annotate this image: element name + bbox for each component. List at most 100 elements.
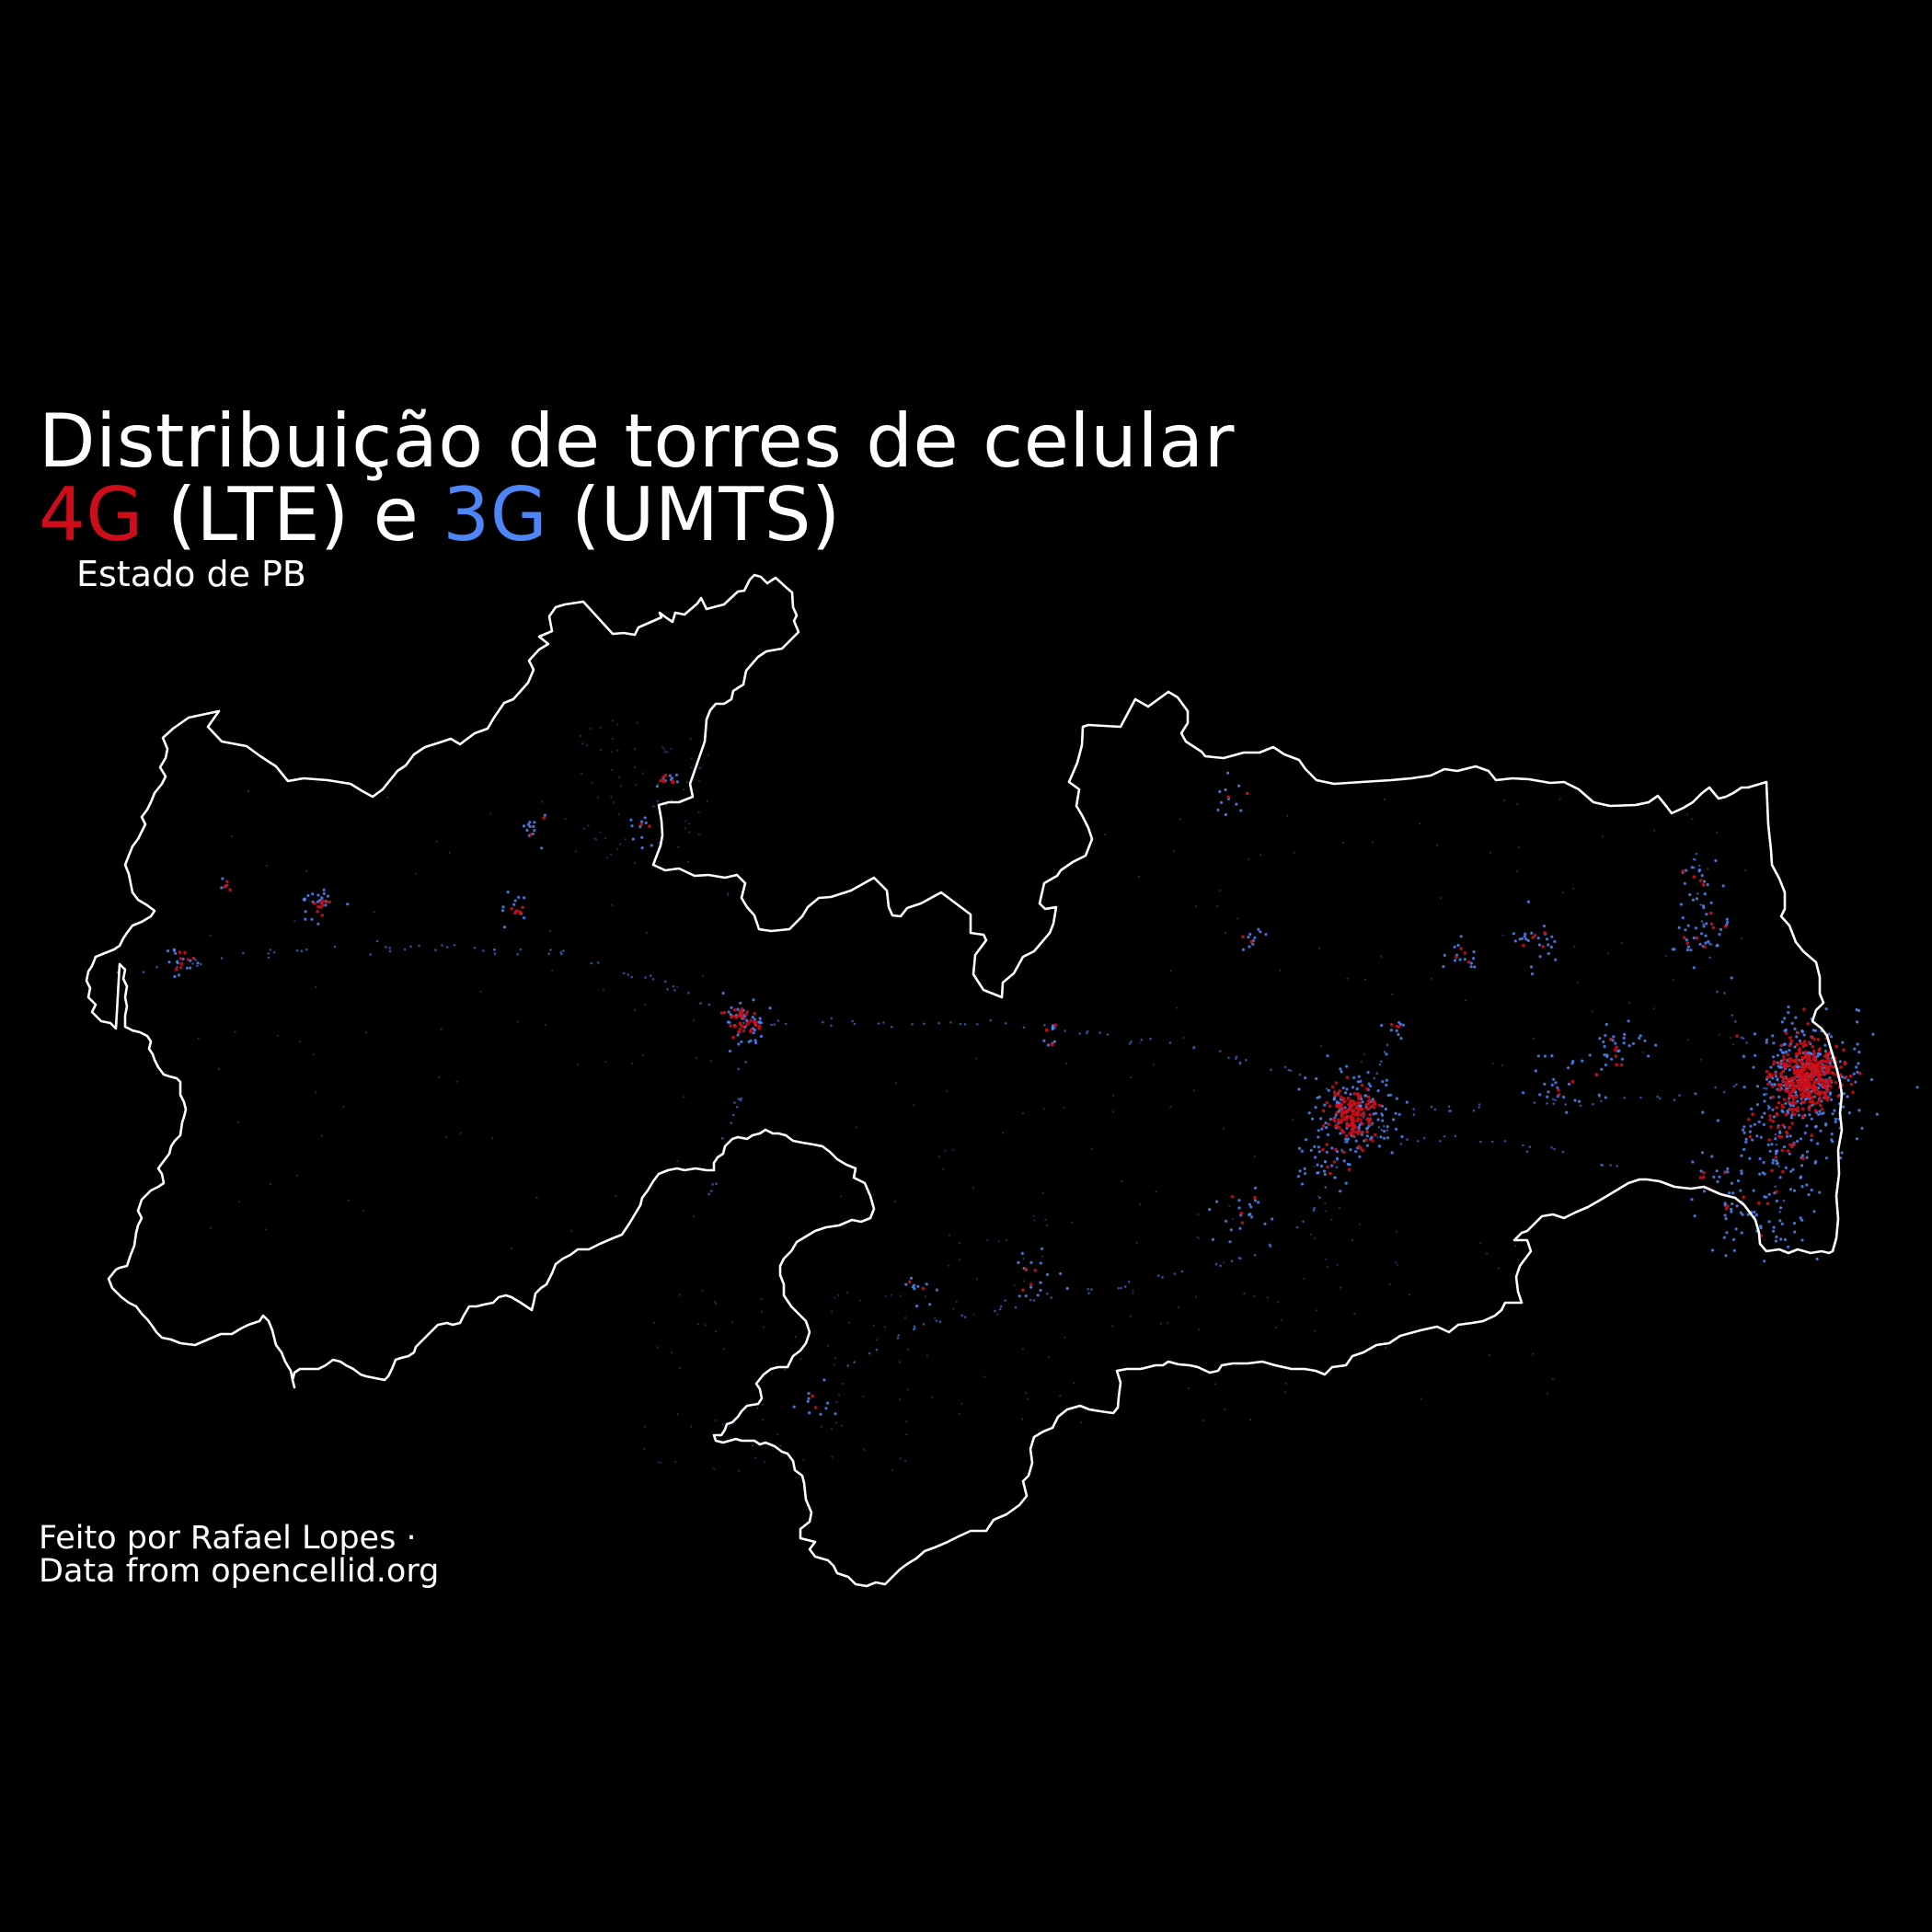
4g-tower-point	[1814, 1065, 1818, 1070]
3g-tower-point	[709, 1190, 713, 1192]
3g-tower-point	[1039, 1288, 1042, 1293]
3g-tower-point	[733, 1101, 736, 1104]
3g-tower-point	[707, 753, 709, 756]
title-lte-label: (LTE) e	[143, 472, 443, 558]
3g-tower-point	[506, 891, 510, 894]
4g-tower-point	[1347, 1167, 1351, 1172]
3g-tower-point	[683, 1096, 685, 1098]
3g-tower-point	[595, 838, 598, 841]
4g-tower-point	[1338, 1121, 1342, 1124]
3g-tower-point	[1778, 1210, 1781, 1213]
3g-tower-point	[1384, 1107, 1387, 1111]
4g-tower-point	[1326, 1165, 1329, 1169]
3g-tower-point	[1383, 1051, 1386, 1053]
4g-tower-point	[1348, 1123, 1351, 1127]
4g-tower-point	[313, 902, 316, 905]
4g-tower-point	[1811, 1085, 1816, 1089]
3g-tower-point	[1800, 1029, 1804, 1033]
3g-tower-point	[1602, 1040, 1605, 1044]
3g-tower-point	[1654, 1043, 1658, 1047]
3g-tower-point	[1763, 1259, 1766, 1263]
3g-tower-point	[1351, 1086, 1355, 1089]
4g-tower-point	[1044, 1028, 1049, 1032]
4g-tower-point	[1466, 960, 1471, 964]
4g-tower-point	[1825, 1098, 1830, 1102]
3g-tower-point	[935, 1288, 939, 1292]
3g-tower-point	[673, 989, 676, 992]
3g-tower-point	[347, 1199, 350, 1202]
3g-tower-point	[1534, 1069, 1537, 1073]
4g-tower-point	[178, 957, 183, 960]
3g-tower-point	[1388, 1093, 1393, 1097]
4g-tower-point	[1619, 1063, 1624, 1067]
3g-tower-point	[1763, 1172, 1766, 1176]
3g-tower-point	[1192, 1045, 1196, 1049]
3g-tower-point	[1830, 1098, 1834, 1101]
3g-tower-point	[1538, 1093, 1542, 1097]
3g-tower-point	[1488, 1353, 1490, 1357]
3g-tower-point	[1788, 1188, 1793, 1191]
3g-tower-point	[1808, 1113, 1811, 1117]
3g-tower-point	[1325, 1087, 1328, 1090]
3g-tower-point	[986, 1239, 989, 1242]
3g-tower-point	[882, 1021, 885, 1024]
3g-tower-point	[1112, 1094, 1115, 1097]
4g-tower-point	[1820, 1064, 1824, 1068]
3g-tower-point	[1686, 1039, 1689, 1041]
3g-tower-point	[1846, 1095, 1849, 1098]
3g-tower-point	[1345, 1140, 1349, 1144]
3g-tower-point	[830, 1017, 833, 1020]
3g-tower-point	[1309, 1233, 1312, 1236]
4g-tower-point	[1807, 1072, 1811, 1076]
3g-tower-point	[663, 750, 666, 753]
4g-tower-point	[174, 967, 178, 972]
3g-tower-point	[1319, 1117, 1323, 1121]
3g-tower-point	[1358, 1223, 1361, 1225]
title-umts-label: (UMTS)	[547, 472, 841, 558]
3g-tower-point	[1705, 913, 1708, 916]
3g-tower-point	[1383, 1130, 1386, 1133]
4g-tower-point	[1786, 1052, 1789, 1057]
3g-tower-point	[645, 932, 649, 935]
4g-tower-point	[1390, 1023, 1394, 1027]
4g-tower-point	[744, 1013, 748, 1017]
4g-tower-point	[1395, 1024, 1399, 1029]
3g-tower-point	[1554, 1098, 1557, 1102]
3g-tower-point	[615, 1195, 617, 1198]
4g-tower-point	[1522, 943, 1525, 948]
4g-tower-point	[1372, 1106, 1376, 1110]
3g-tower-point	[1111, 1110, 1115, 1113]
3g-tower-point	[444, 1135, 447, 1138]
3g-tower-point	[1271, 1217, 1274, 1221]
3g-tower-point	[1814, 1124, 1818, 1128]
3g-tower-point	[1121, 1179, 1123, 1183]
3g-tower-point	[1215, 1200, 1219, 1203]
3g-tower-point	[834, 1296, 836, 1299]
3g-tower-point	[1326, 1265, 1329, 1269]
3g-tower-point	[1380, 1024, 1384, 1028]
3g-tower-point	[322, 888, 326, 891]
3g-tower-point	[1472, 950, 1476, 954]
3g-tower-point	[1090, 1288, 1093, 1291]
3g-tower-point	[242, 951, 245, 955]
4g-tower-point	[1839, 1065, 1843, 1069]
3g-tower-point	[627, 973, 630, 976]
3g-tower-point	[668, 774, 672, 777]
3g-tower-point	[1547, 951, 1550, 956]
3g-tower-point	[1314, 1329, 1317, 1332]
3g-tower-point	[1641, 1051, 1644, 1053]
3g-tower-point	[308, 900, 311, 903]
4g-tower-point	[1800, 1092, 1804, 1097]
3g-tower-point	[1130, 1040, 1133, 1043]
3g-tower-point	[657, 1461, 661, 1464]
3g-tower-point	[1449, 1110, 1453, 1112]
3g-tower-point	[455, 1080, 458, 1083]
3g-tower-point	[1742, 1131, 1746, 1134]
3g-tower-point	[1653, 829, 1656, 832]
3g-tower-point	[238, 1201, 241, 1203]
3g-tower-point	[1550, 935, 1554, 938]
3g-tower-point	[1543, 1054, 1547, 1058]
3g-tower-point	[267, 956, 270, 960]
4g-tower-point	[1348, 1115, 1351, 1119]
3g-tower-point	[629, 818, 633, 822]
